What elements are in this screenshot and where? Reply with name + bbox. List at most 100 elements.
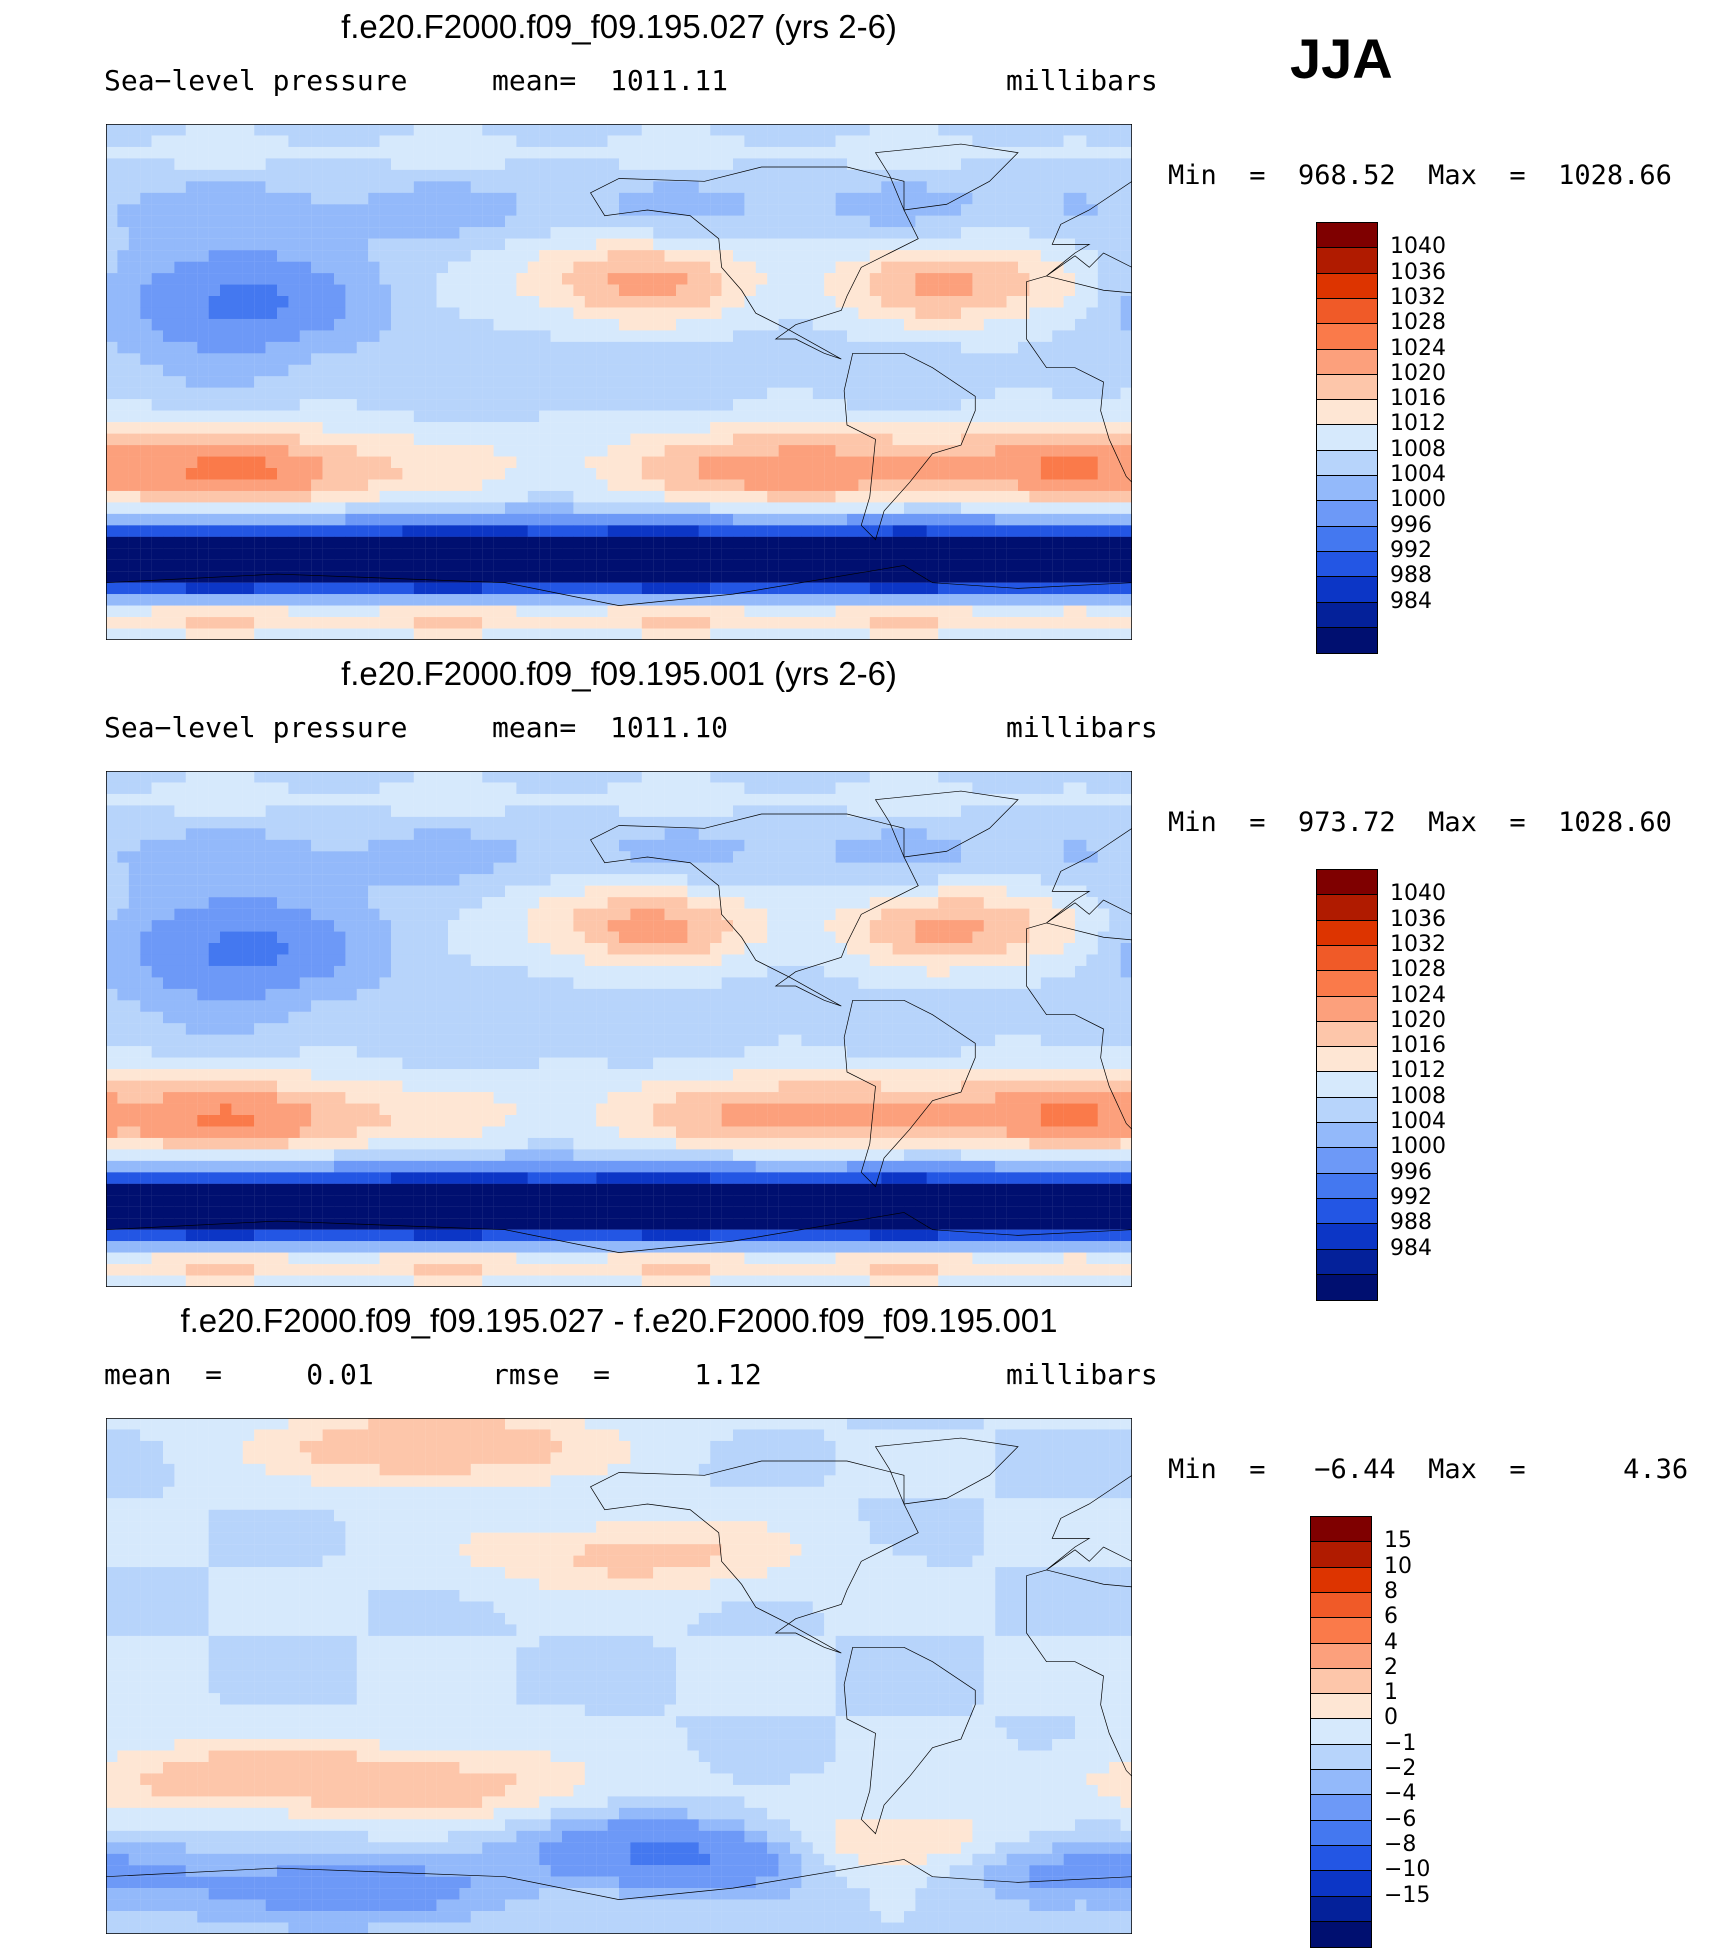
heatmap-cell xyxy=(665,181,677,193)
heatmap-cell xyxy=(630,353,642,365)
heatmap-cell xyxy=(665,828,677,840)
heatmap-cell xyxy=(938,170,950,182)
heatmap-cell xyxy=(984,307,996,319)
heatmap-cell xyxy=(277,296,289,308)
heatmap-cell xyxy=(140,262,152,274)
heatmap-cell xyxy=(1109,216,1121,228)
heatmap-cell xyxy=(505,479,517,491)
heatmap-cell xyxy=(539,307,551,319)
heatmap-cell xyxy=(950,502,962,514)
heatmap-cell xyxy=(140,239,152,251)
heatmap-cell xyxy=(984,537,996,549)
heatmap-grid xyxy=(106,124,1132,640)
heatmap-cell xyxy=(824,250,836,262)
heatmap-cell xyxy=(813,468,825,480)
heatmap-cell xyxy=(1041,514,1053,526)
heatmap-cell xyxy=(368,422,380,434)
heatmap-cell xyxy=(528,629,540,640)
heatmap-cell xyxy=(152,262,164,274)
heatmap-cell xyxy=(665,583,677,595)
heatmap-cell xyxy=(699,250,711,262)
heatmap-cell xyxy=(288,434,300,446)
heatmap-cell xyxy=(733,135,745,147)
heatmap-cell xyxy=(904,502,916,514)
heatmap-cell xyxy=(790,771,802,783)
heatmap-cell xyxy=(927,525,939,537)
heatmap-cell xyxy=(915,863,927,875)
heatmap-cell xyxy=(516,239,528,251)
heatmap-cell xyxy=(585,273,597,285)
heatmap-cell xyxy=(1052,863,1064,875)
heatmap-cell xyxy=(277,606,289,618)
heatmap-cell xyxy=(619,537,631,549)
heatmap-cell xyxy=(209,273,221,285)
heatmap-cell xyxy=(539,840,551,852)
heatmap-cell xyxy=(528,353,540,365)
heatmap-cell xyxy=(163,124,175,136)
heatmap-cell xyxy=(539,319,551,331)
heatmap-cell xyxy=(858,399,870,411)
heatmap-cell xyxy=(231,388,243,400)
heatmap-cell xyxy=(972,537,984,549)
heatmap-cell xyxy=(288,840,300,852)
heatmap-cell xyxy=(334,216,346,228)
heatmap-cell xyxy=(950,548,962,560)
heatmap-cell xyxy=(699,262,711,274)
heatmap-cell xyxy=(288,594,300,606)
heatmap-cell xyxy=(767,502,779,514)
heatmap-cell xyxy=(687,422,699,434)
heatmap-cell xyxy=(254,629,266,640)
heatmap-cell xyxy=(824,629,836,640)
heatmap-cell xyxy=(152,365,164,377)
heatmap-cell xyxy=(744,239,756,251)
heatmap-cell xyxy=(391,560,403,572)
heatmap-cell xyxy=(197,828,209,840)
heatmap-cell xyxy=(653,239,665,251)
heatmap-cell xyxy=(140,365,152,377)
heatmap-cell xyxy=(357,193,369,205)
heatmap-cell xyxy=(585,514,597,526)
heatmap-cell xyxy=(630,560,642,572)
heatmap-cell xyxy=(425,502,437,514)
heatmap-cell xyxy=(1121,828,1132,840)
heatmap-cell xyxy=(950,307,962,319)
heatmap-cell xyxy=(334,851,346,863)
heatmap-cell xyxy=(311,606,323,618)
heatmap-cell xyxy=(893,571,905,583)
heatmap-cell xyxy=(448,193,460,205)
heatmap-cell xyxy=(380,805,392,817)
heatmap-cell xyxy=(562,479,574,491)
heatmap-cell xyxy=(106,273,118,285)
heatmap-cell xyxy=(357,170,369,182)
heatmap-cell xyxy=(380,204,392,216)
heatmap-cell xyxy=(824,170,836,182)
heatmap-cell xyxy=(893,227,905,239)
heatmap-cell xyxy=(368,216,380,228)
heatmap-cell xyxy=(1064,376,1076,388)
heatmap-cell xyxy=(505,399,517,411)
heatmap-cell xyxy=(448,514,460,526)
heatmap-cell xyxy=(881,863,893,875)
heatmap-cell xyxy=(345,262,357,274)
heatmap-cell xyxy=(676,216,688,228)
heatmap-cell xyxy=(665,840,677,852)
heatmap-cell xyxy=(402,388,414,400)
heatmap-cell xyxy=(140,319,152,331)
heatmap-cell xyxy=(391,794,403,806)
heatmap-cell xyxy=(858,181,870,193)
heatmap-cell xyxy=(209,548,221,560)
heatmap-cell xyxy=(972,434,984,446)
heatmap-cell xyxy=(665,227,677,239)
heatmap-cell xyxy=(984,583,996,595)
heatmap-cell xyxy=(174,525,186,537)
heatmap-cell xyxy=(585,571,597,583)
heatmap-cell xyxy=(345,479,357,491)
heatmap-cell xyxy=(1121,170,1132,182)
heatmap-cell xyxy=(1109,193,1121,205)
heatmap-cell xyxy=(915,170,927,182)
heatmap-cell xyxy=(1052,594,1064,606)
heatmap-cell xyxy=(414,422,426,434)
heatmap-cell xyxy=(630,491,642,503)
heatmap-cell xyxy=(687,296,699,308)
heatmap-cell xyxy=(471,124,483,136)
